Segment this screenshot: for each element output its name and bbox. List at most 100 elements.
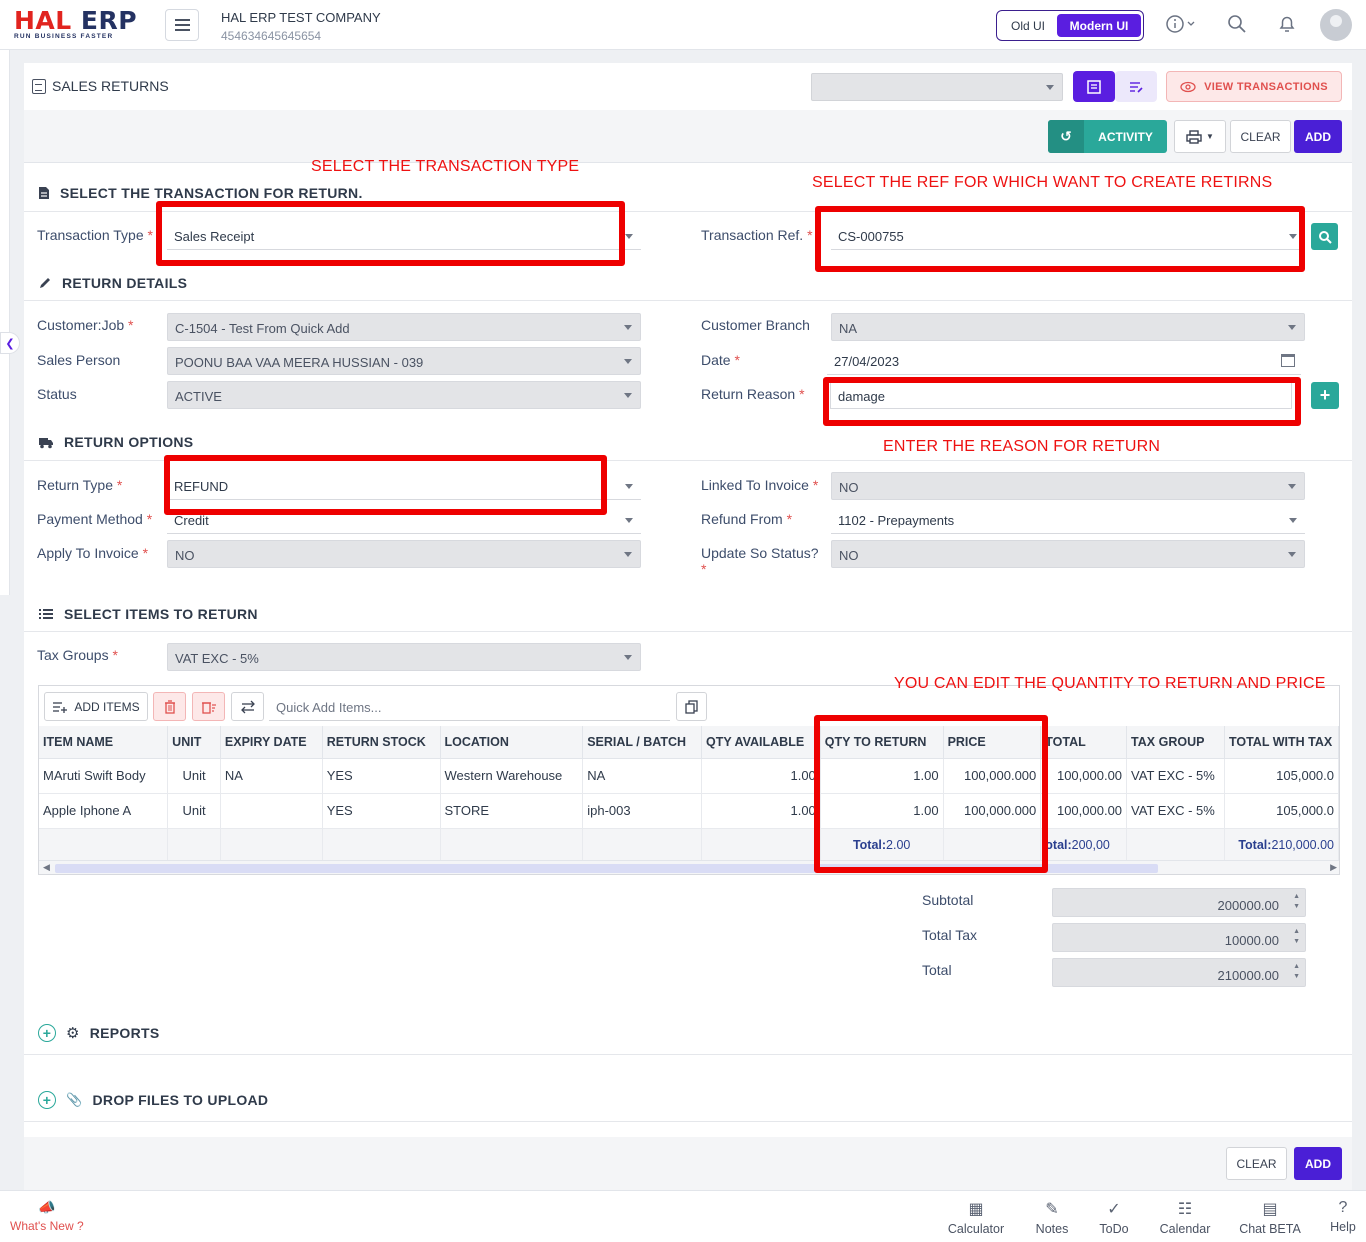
add-return-reason-button[interactable]: + <box>1311 382 1339 409</box>
menu-toggle-button[interactable] <box>165 9 199 41</box>
return-reason-input[interactable]: damage <box>830 381 1292 409</box>
sidebar-expand-chevron-icon[interactable]: ❮ <box>0 332 20 354</box>
whats-new-button[interactable]: 📣 What's New ? <box>10 1199 84 1233</box>
qty-to-return-cell[interactable]: 1.00 <box>820 793 944 829</box>
col-header[interactable]: QTY AVAILABLE <box>701 726 821 759</box>
clear-button-top[interactable]: CLEAR <box>1230 120 1291 153</box>
todo-button[interactable]: ✓ ToDo <box>1096 1199 1132 1236</box>
col-header[interactable]: EXPIRY DATE <box>220 726 323 759</box>
drop-files-section-toggle[interactable]: + 📎 DROP FILES TO UPLOAD <box>38 1091 268 1109</box>
header-select[interactable] <box>811 73 1063 101</box>
hal-erp-logo[interactable]: HAL ERP RUN BUSINESS FASTER <box>14 8 149 42</box>
qty-to-return-cell[interactable]: 1.00 <box>820 758 944 794</box>
horizontal-scrollbar[interactable]: ◀ ▶ <box>39 860 1339 874</box>
sales-returns-card: SALES RETURNS VIEW TRANSACTIONS ↺ ACTIVI… <box>24 63 1352 1190</box>
location-cell[interactable]: Western Warehouse <box>440 758 584 794</box>
delete-all-button[interactable] <box>192 692 225 721</box>
activity-button[interactable]: ↺ ACTIVITY <box>1048 120 1167 153</box>
info-icon[interactable] <box>1165 14 1195 39</box>
delete-row-button[interactable] <box>153 692 186 721</box>
add-button-top[interactable]: ADD <box>1294 120 1342 153</box>
help-button[interactable]: ? Help <box>1326 1199 1360 1234</box>
customer-branch-value: NA <box>839 321 858 336</box>
tax-group-cell[interactable]: VAT EXC - 5% <box>1126 793 1225 829</box>
calendar-button[interactable]: ☷ Calendar <box>1156 1199 1214 1236</box>
print-button[interactable]: ▼ <box>1174 120 1226 153</box>
col-header[interactable]: LOCATION <box>440 726 584 759</box>
tax-groups-select[interactable]: VAT EXC - 5% <box>167 643 641 671</box>
col-header[interactable]: TAX GROUP <box>1126 726 1225 759</box>
swap-button[interactable] <box>231 692 264 721</box>
serial-cell[interactable]: NA <box>582 758 703 794</box>
transaction-ref-search-button[interactable] <box>1311 223 1338 250</box>
spinner-icon[interactable]: ▲ ▼ <box>1293 893 1300 910</box>
col-header[interactable]: QTY TO RETURN <box>820 726 944 759</box>
user-avatar[interactable] <box>1320 9 1352 41</box>
return-stock-cell[interactable]: YES <box>322 793 441 829</box>
table-row[interactable]: MAruti Swift Body Unit NA YES Western Wa… <box>39 758 1339 794</box>
calculator-button[interactable]: ▦ Calculator <box>946 1199 1006 1236</box>
col-header[interactable]: TOTAL WITH TAX <box>1224 726 1339 759</box>
refund-from-select[interactable]: 1102 - Prepayments <box>831 506 1305 534</box>
form-view-button[interactable] <box>1073 71 1115 102</box>
price-cell[interactable]: 100,000.000 <box>943 793 1042 829</box>
tax-group-cell[interactable]: VAT EXC - 5% <box>1126 758 1225 794</box>
notes-button[interactable]: ✎ Notes <box>1032 1199 1072 1236</box>
col-header[interactable]: TOTAL <box>1040 726 1128 759</box>
serial-cell[interactable]: iph-003 <box>582 793 703 829</box>
customer-branch-select[interactable]: NA <box>831 313 1305 341</box>
payment-method-select[interactable]: Credit <box>167 506 641 534</box>
expiry-cell[interactable] <box>220 793 323 829</box>
list-view-button[interactable] <box>1115 71 1157 102</box>
linked-invoice-select[interactable]: NO <box>831 472 1305 500</box>
col-header[interactable]: ITEM NAME <box>39 726 169 759</box>
transaction-ref-select[interactable]: CS-000755 <box>831 222 1305 250</box>
bell-icon[interactable] <box>1277 14 1297 39</box>
price-cell[interactable]: 100,000.000 <box>943 758 1042 794</box>
scrollbar-thumb[interactable] <box>55 864 1158 873</box>
expiry-cell[interactable]: NA <box>220 758 323 794</box>
chat-label: Chat BETA <box>1239 1222 1301 1236</box>
divider <box>24 460 1352 461</box>
view-transactions-button[interactable]: VIEW TRANSACTIONS <box>1166 71 1342 102</box>
return-stock-cell[interactable]: YES <box>322 758 441 794</box>
update-so-value: NO <box>839 548 859 563</box>
apply-invoice-select[interactable]: NO <box>167 540 641 568</box>
col-header[interactable]: UNIT <box>167 726 221 759</box>
unit-cell[interactable]: Unit <box>167 793 221 829</box>
item-name-cell[interactable]: Apple Iphone A <box>39 793 169 829</box>
table-row[interactable]: Apple Iphone A Unit YES STORE iph-003 1.… <box>39 793 1339 829</box>
scroll-right-arrow-icon[interactable]: ▶ <box>1330 862 1337 872</box>
reports-section-toggle[interactable]: + ⚙ REPORTS <box>38 1024 160 1042</box>
customer-job-select[interactable]: C-1504 - Test From Quick Add <box>167 313 641 341</box>
modern-ui-button[interactable]: Modern UI <box>1057 14 1141 37</box>
update-so-select[interactable]: NO <box>831 540 1305 568</box>
item-name-cell[interactable]: MAruti Swift Body <box>39 758 169 794</box>
scroll-left-arrow-icon[interactable]: ◀ <box>43 862 50 872</box>
expand-plus-icon[interactable]: + <box>38 1024 56 1042</box>
add-items-button[interactable]: ADD ITEMS <box>44 692 148 721</box>
spinner-icon[interactable]: ▲ ▼ <box>1293 928 1300 945</box>
unit-cell[interactable]: Unit <box>167 758 221 794</box>
expand-plus-icon[interactable]: + <box>38 1091 56 1109</box>
clear-button-bottom[interactable]: CLEAR <box>1226 1147 1287 1180</box>
spinner-icon[interactable]: ▲ ▼ <box>1293 963 1300 980</box>
search-icon[interactable] <box>1227 14 1247 39</box>
location-cell[interactable]: STORE <box>440 793 584 829</box>
add-button-bottom[interactable]: ADD <box>1294 1147 1342 1180</box>
col-header[interactable]: SERIAL / BATCH <box>582 726 703 759</box>
copy-button[interactable] <box>676 692 707 721</box>
calendar-icon[interactable] <box>1281 354 1295 367</box>
col-header[interactable]: PRICE <box>943 726 1042 759</box>
return-type-select[interactable]: REFUND <box>167 472 641 500</box>
date-input[interactable]: 27/04/2023 <box>827 347 1301 375</box>
old-ui-button[interactable]: Old UI <box>1010 18 1045 33</box>
transaction-type-select[interactable]: Sales Receipt <box>167 222 641 250</box>
chat-button[interactable]: ▤ Chat BETA <box>1238 1199 1302 1236</box>
qty-total-value: 2.00 <box>886 838 911 852</box>
quick-add-items-input[interactable]: Quick Add Items... <box>269 692 670 721</box>
sales-person-select[interactable]: POONU BAA VAA MEERA HUSSIAN - 039 <box>167 347 641 375</box>
printer-icon <box>1186 129 1202 144</box>
col-header[interactable]: RETURN STOCK <box>322 726 441 759</box>
status-select[interactable]: ACTIVE <box>167 381 641 409</box>
